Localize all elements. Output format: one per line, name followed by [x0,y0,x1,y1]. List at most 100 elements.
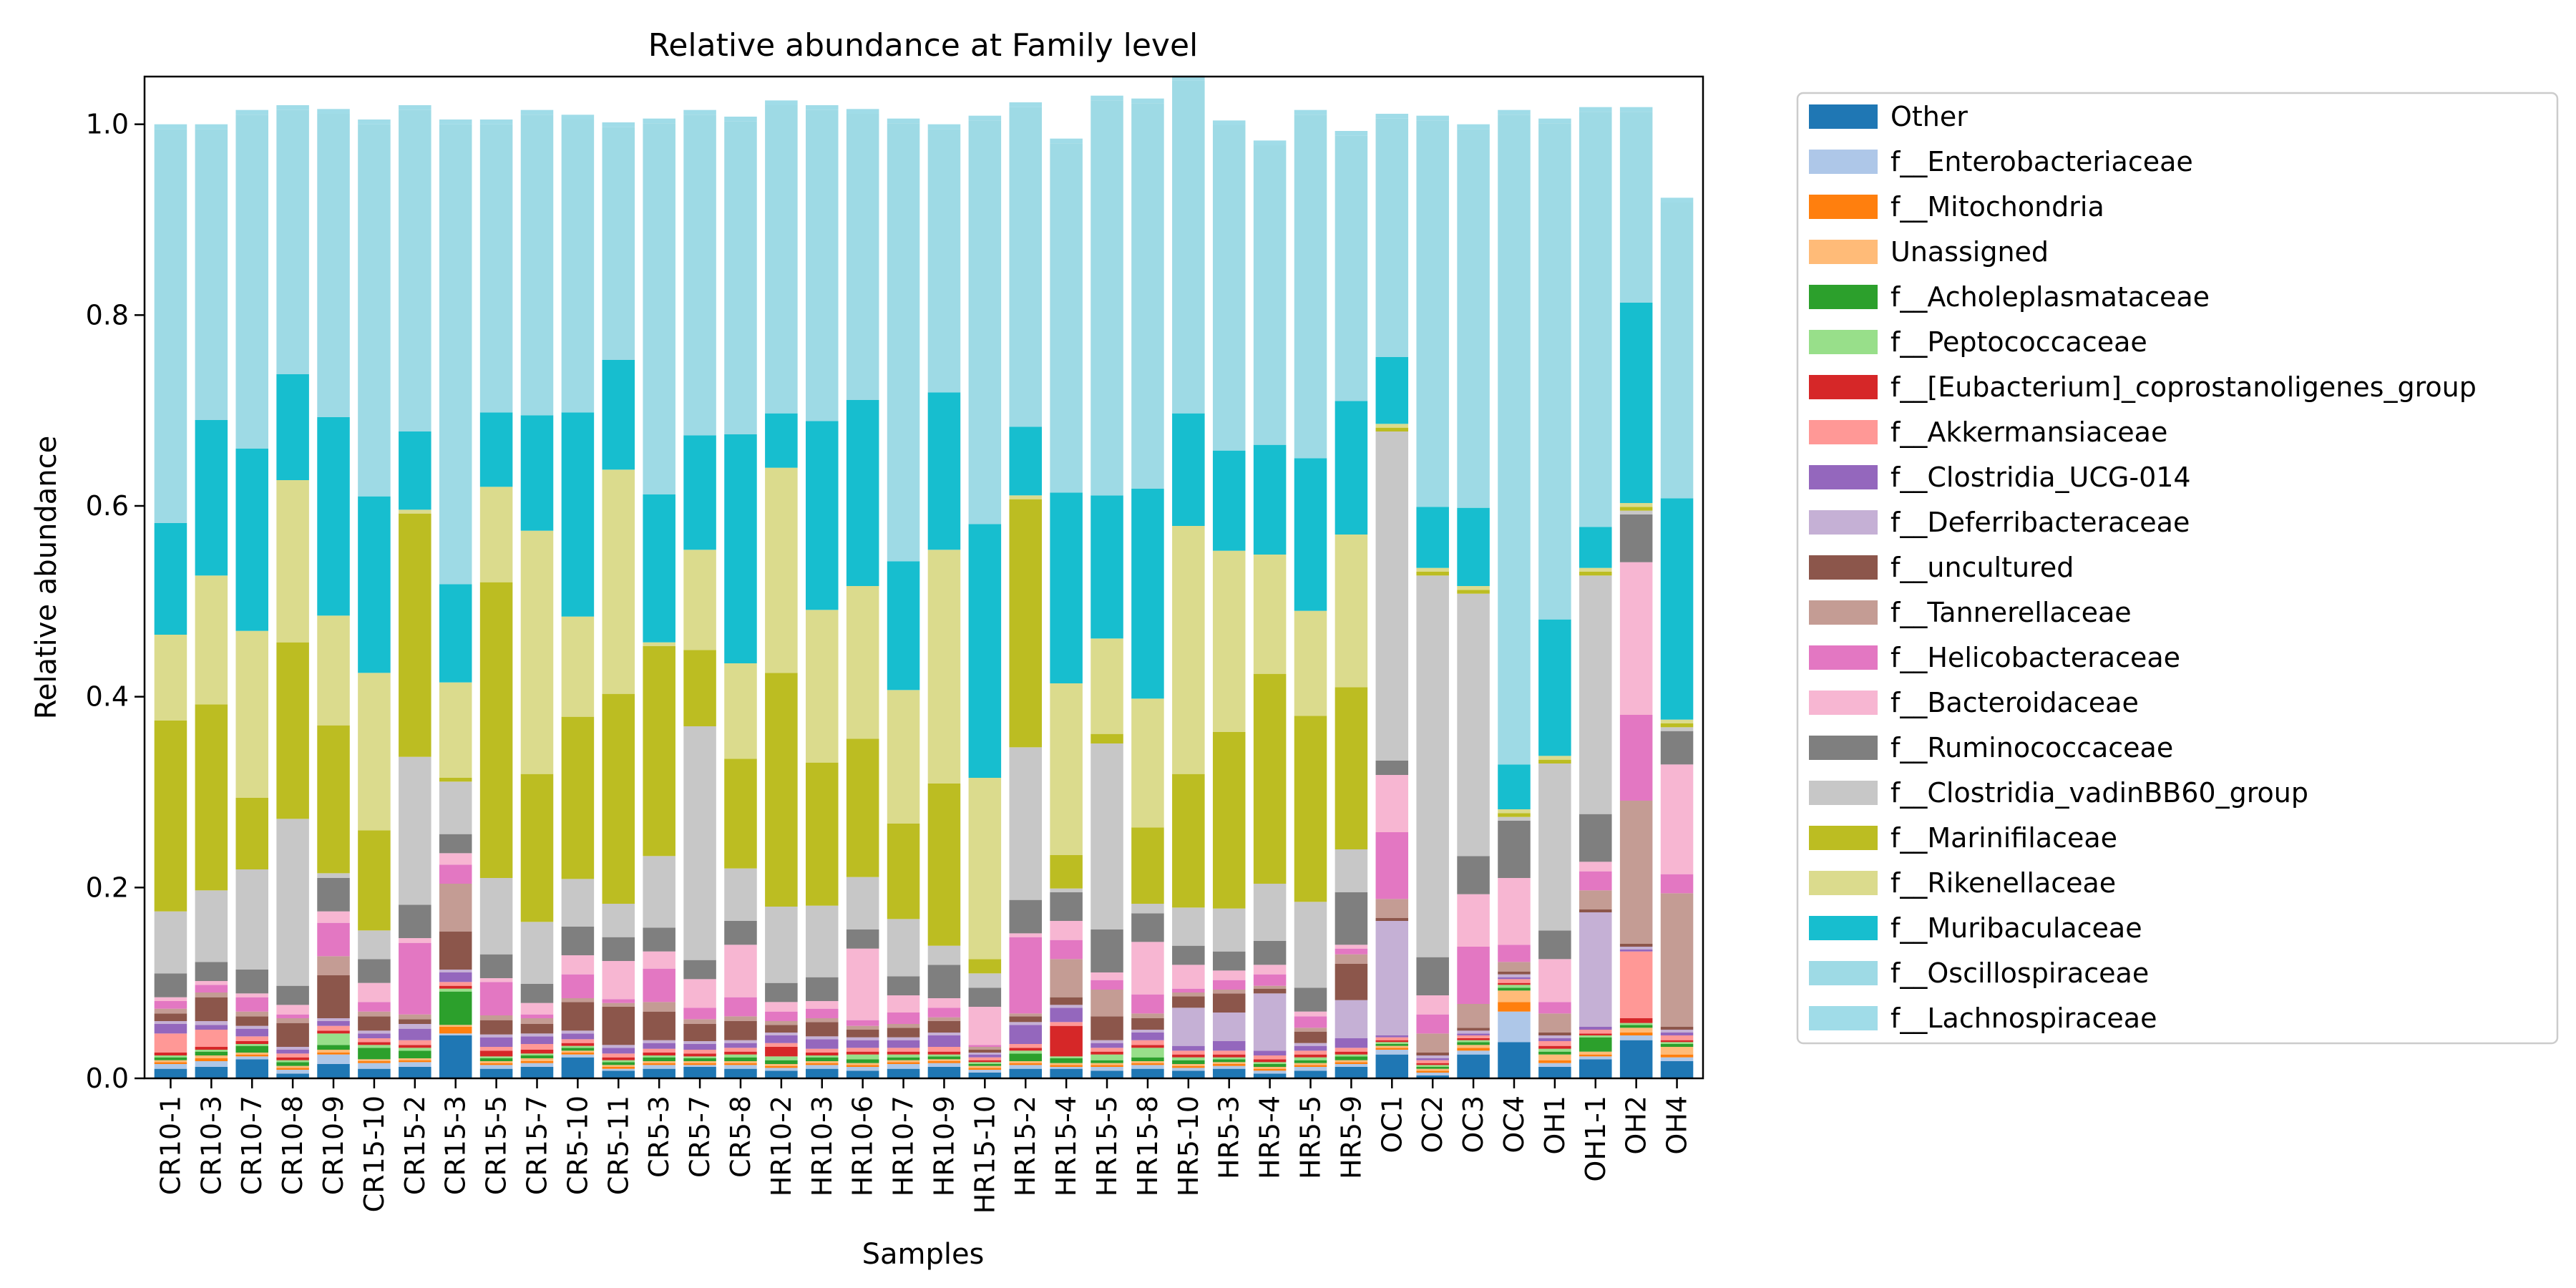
bar-segment [1457,124,1490,130]
bar-segment [1091,930,1123,972]
bar-segment [1498,809,1531,814]
bar-segment [317,1053,350,1055]
bar-segment [1294,1070,1327,1078]
bar-segment [235,869,268,970]
y-tick-label: 0.8 [86,299,129,331]
bar-segment [154,124,187,130]
bar-segment [479,954,513,978]
bar-segment [1457,129,1490,508]
bar-segment [1498,1002,1531,1012]
bar-segment [399,509,431,514]
bar-segment [1294,1060,1327,1063]
bar-segment [1212,1062,1246,1064]
bar-segment [968,778,1002,960]
bar-segment [1579,1059,1612,1078]
legend-label: f__Ruminococcaceae [1890,732,2173,763]
bar-segment [927,1061,961,1063]
bar-segment [1172,80,1205,414]
bar-segment [1579,909,1612,912]
x-tick-label: HR10-6 [847,1096,879,1196]
bar-segment [1212,120,1246,125]
bar-segment [399,756,431,905]
bar-segment [602,1067,635,1069]
bar-segment [1050,1025,1083,1057]
bar-segment [399,1040,431,1045]
bar-segment [887,1064,920,1069]
bar-segment [1375,431,1409,761]
bar-segment [1660,1030,1694,1033]
bar-segment [1375,921,1409,1035]
bar-segment [683,979,716,1008]
bar-segment [643,646,675,857]
bar-segment [968,1062,1002,1064]
bar-segment [1131,994,1164,1014]
legend-swatch [1809,691,1878,715]
bar-segment [968,115,1002,121]
bar-segment [439,834,472,854]
bar-segment [1619,951,1653,1018]
bar-segment [317,1021,350,1026]
bar-segment [358,830,391,931]
bar-segment [846,586,879,739]
x-tick-label: OH4 [1662,1096,1693,1155]
x-tick-label: CR5-8 [725,1096,756,1178]
bar-segment [479,1020,513,1035]
bar-segment [1050,997,1083,1005]
y-axis-label: Relative abundance [30,436,63,719]
bar-segment [806,905,839,977]
bar-segment [1253,1064,1287,1067]
bar-segment [317,1018,350,1021]
bar-segment [683,1065,716,1067]
bar-segment [479,412,513,487]
bar-segment [195,124,228,130]
bar-segment [235,1056,268,1060]
bar-segment [235,1011,268,1017]
bar-segment [317,1033,350,1045]
bar-segment [968,987,1002,1007]
bar-segment [1457,1042,1490,1045]
bar-segment [683,1050,716,1054]
bar-segment [1660,1035,1694,1040]
bar-segment [1498,971,1531,975]
x-tick-label: CR10-1 [155,1096,186,1195]
bar-segment [887,1054,920,1058]
bar-segment [1009,1063,1042,1065]
bar-segment [1498,821,1531,878]
bar-segment [602,904,635,937]
bar-segment [1335,131,1368,136]
bar-segment [1050,143,1083,493]
bar-segment [1172,1008,1205,1046]
bar-segment [276,1023,309,1047]
bar-segment [195,981,228,985]
bar-segment [968,1073,1002,1078]
bar-segment [561,998,595,1002]
legend-swatch [1809,736,1878,760]
bar-segment [154,1053,187,1055]
bar-segment [643,118,675,124]
bar-segment [724,997,757,1017]
bar-segment [1091,1054,1123,1060]
legend: Other f__Enterobacteriaceae f__Mitochondri… [1796,92,2559,1045]
bar-segment [1457,1054,1490,1078]
bar-segment [358,496,391,673]
x-tick-label: HR5-10 [1173,1096,1204,1196]
bar-segment [765,1011,798,1021]
bar-segment [235,1044,268,1046]
bar-segment [1538,1013,1571,1033]
bar-segment [276,819,309,986]
bar-segment [724,1057,757,1061]
bar-segment [317,956,350,975]
bar-segment [1660,203,1694,499]
bar-segment [1498,977,1531,980]
bar-segment [561,1030,595,1034]
bar-segment [643,1065,675,1069]
bar-segment [1375,1037,1409,1040]
bar-segment [1294,1031,1327,1043]
bar-segment [806,1039,839,1049]
bar-segment [765,1070,798,1078]
bar-segment [602,1053,635,1058]
bar-segment [235,798,268,869]
bar-segment [195,1050,228,1052]
bar-segment [358,1042,391,1045]
legend-label: f__Rikenellaceae [1890,867,2116,899]
